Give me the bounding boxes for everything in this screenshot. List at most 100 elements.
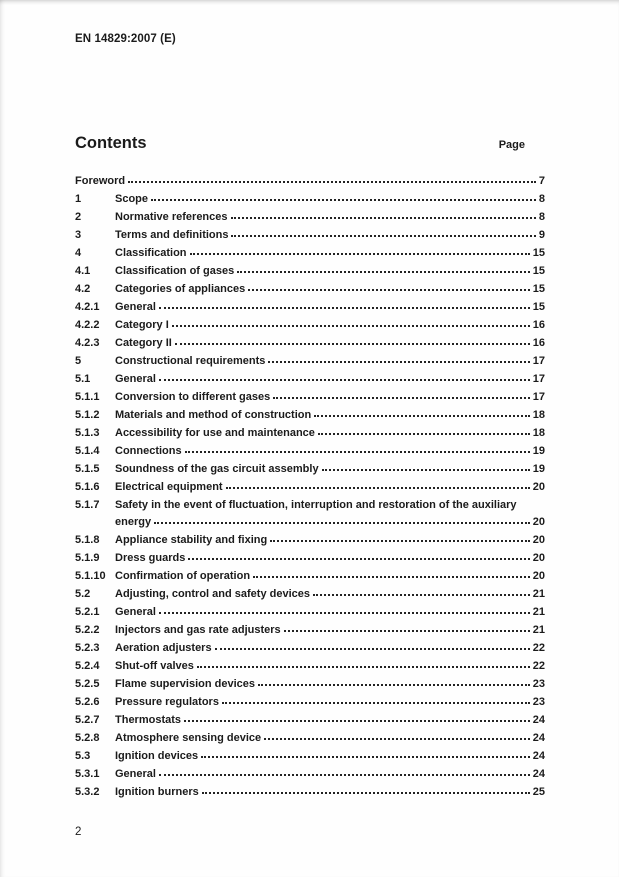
toc-entry-title: Category I <box>115 319 169 331</box>
toc-entry-number: 5.1.1 <box>75 391 100 403</box>
toc-entry-page: 24 <box>532 768 545 780</box>
toc-entry-title: Atmosphere sensing device <box>115 732 262 744</box>
toc-leader-dots <box>171 325 530 327</box>
toc-entry-number: 5.2 <box>75 588 91 600</box>
toc-entry-main: General 24 <box>115 765 545 783</box>
toc-entry-main: Connections 19 <box>115 442 545 460</box>
toc-entry-title: General <box>115 606 156 618</box>
toc-entry-page: 16 <box>532 337 545 349</box>
toc-entry-page: 15 <box>532 247 545 259</box>
toc-entry-line: Injectors and gas rate adjusters 21 <box>115 621 545 639</box>
toc-entry: Foreword 7 <box>75 172 545 190</box>
toc-entry-page: 20 <box>532 481 545 493</box>
toc-entry-main: Atmosphere sensing device 24 <box>115 729 545 747</box>
toc-entry-title-line1: Safety in the event of fluctuation, inte… <box>115 499 517 511</box>
toc-entry-page: 19 <box>532 445 545 457</box>
toc-entry-main: Adjusting, control and safety devices 21 <box>115 585 545 603</box>
toc-entry-main: Flame supervision devices 23 <box>115 675 545 693</box>
toc-entry-line: Shut-off valves 22 <box>115 657 545 675</box>
toc-entry: 5.2.1 General 21 <box>75 603 545 621</box>
toc-entry-title: Ignition devices <box>115 750 199 762</box>
toc-entry-number: 5.3.1 <box>75 768 100 780</box>
toc-entry-main: Accessibility for use and maintenance 18 <box>115 424 545 442</box>
toc-entry: 5.1.9 Dress guards 20 <box>75 549 545 567</box>
toc-entry-main: General 15 <box>115 298 545 316</box>
page-column-label: Page <box>498 139 525 151</box>
toc-entry-main: Classification of gases 15 <box>115 262 545 280</box>
toc-entry-line: Foreword 7 <box>75 172 545 190</box>
toc-entry-page: 20 <box>532 534 545 546</box>
toc-entry-page: 20 <box>532 570 545 582</box>
toc-entry-title: Scope <box>115 193 149 205</box>
toc-entry-main: Injectors and gas rate adjusters 21 <box>115 621 545 639</box>
toc-leader-dots <box>248 289 530 291</box>
toc-entry-main: Appliance stability and fixing 20 <box>115 531 545 549</box>
toc-entry-number: 4 <box>75 247 82 259</box>
toc-entry-line: Dress guards 20 <box>115 549 545 567</box>
toc-entry-number: 5.1.5 <box>75 463 100 475</box>
toc-entry-line: Accessibility for use and maintenance 18 <box>115 424 545 442</box>
toc-entry-page: 8 <box>538 193 545 205</box>
toc-entry-number: 5.1.9 <box>75 552 100 564</box>
toc-entry-title: Ignition burners <box>115 786 199 798</box>
toc-entry-page: 20 <box>532 552 545 564</box>
toc-leader-dots <box>158 379 530 381</box>
toc-entry: 5.2.2 Injectors and gas rate adjusters 2… <box>75 621 545 639</box>
toc-entry: 5 Constructional requirements 17 <box>75 352 545 370</box>
toc-entry-main: Confirmation of operation 20 <box>115 567 545 585</box>
toc-entry-page: 21 <box>532 606 545 618</box>
toc-entry: 5.1.8 Appliance stability and fixing 20 <box>75 531 545 549</box>
toc-entry: 4.2 Categories of appliances 15 <box>75 280 545 298</box>
contents-title: Contents <box>75 134 147 152</box>
toc-entry-title: Adjusting, control and safety devices <box>115 588 310 600</box>
toc-leader-dots <box>237 271 530 273</box>
toc-entry-number: 5.2.2 <box>75 624 100 636</box>
toc-entry-line: Category I 16 <box>115 316 545 334</box>
toc-entry-line: Scope 8 <box>115 190 545 208</box>
toc-entry-page: 21 <box>532 624 545 636</box>
toc-entry-page: 17 <box>532 391 545 403</box>
toc-entry-line: General 24 <box>115 765 545 783</box>
toc-entry-line: Appliance stability and fixing 20 <box>115 531 545 549</box>
toc-entry-title: Normative references <box>115 211 228 223</box>
toc-entry-page: 7 <box>538 175 545 187</box>
toc-entry: 5.1.1 Conversion to different gases 17 <box>75 388 545 406</box>
toc-entry-page: 20 <box>532 516 545 528</box>
toc-leader-dots <box>230 217 536 219</box>
toc-entry-number: 1 <box>75 193 82 205</box>
toc-entry-number: 5.1.6 <box>75 481 100 493</box>
toc-entry: 4.2.1 General 15 <box>75 298 545 316</box>
toc-leader-dots <box>151 199 536 201</box>
toc-entry-number: 5.1.10 <box>75 570 106 582</box>
toc-leader-dots <box>314 415 530 417</box>
toc-entry-main: Pressure regulators 23 <box>115 693 545 711</box>
toc-leader-dots <box>258 684 530 686</box>
toc-entry-line: Ignition burners 25 <box>115 783 545 801</box>
toc-entry-title: Category II <box>115 337 172 349</box>
toc-entry-title: Categories of appliances <box>115 283 246 295</box>
toc-leader-dots <box>201 756 530 758</box>
toc-entry: 4.1 Classification of gases 15 <box>75 262 545 280</box>
toc-entry-number: 4.1 <box>75 265 91 277</box>
toc-entry-main: Terms and definitions 9 <box>115 226 545 244</box>
toc-leader-dots <box>128 181 536 183</box>
toc-leader-dots <box>253 576 530 578</box>
toc-entry-title: General <box>115 768 156 780</box>
toc-entry-title: Classification of gases <box>115 265 235 277</box>
toc-entry-title: General <box>115 301 156 313</box>
toc-leader-dots <box>225 487 530 489</box>
toc-entry-number: 5.1.3 <box>75 427 100 439</box>
toc-entry-title: Terms and definitions <box>115 229 229 241</box>
toc-entry-line: Normative references 8 <box>115 208 545 226</box>
toc-leader-dots <box>283 630 530 632</box>
toc-leader-dots <box>321 469 530 471</box>
toc-entry-page: 16 <box>532 319 545 331</box>
toc-entry: 3 Terms and definitions 9 <box>75 226 545 244</box>
toc-entry: 5.1.6 Electrical equipment 20 <box>75 478 545 496</box>
toc-list: Foreword 7 1 Scope 8 2 Normative referen… <box>75 172 545 801</box>
toc-entry-line: Conversion to different gases 17 <box>115 388 545 406</box>
toc-leader-dots <box>158 774 530 776</box>
toc-entry-line: Terms and definitions 9 <box>115 226 545 244</box>
toc-leader-dots <box>154 522 530 524</box>
